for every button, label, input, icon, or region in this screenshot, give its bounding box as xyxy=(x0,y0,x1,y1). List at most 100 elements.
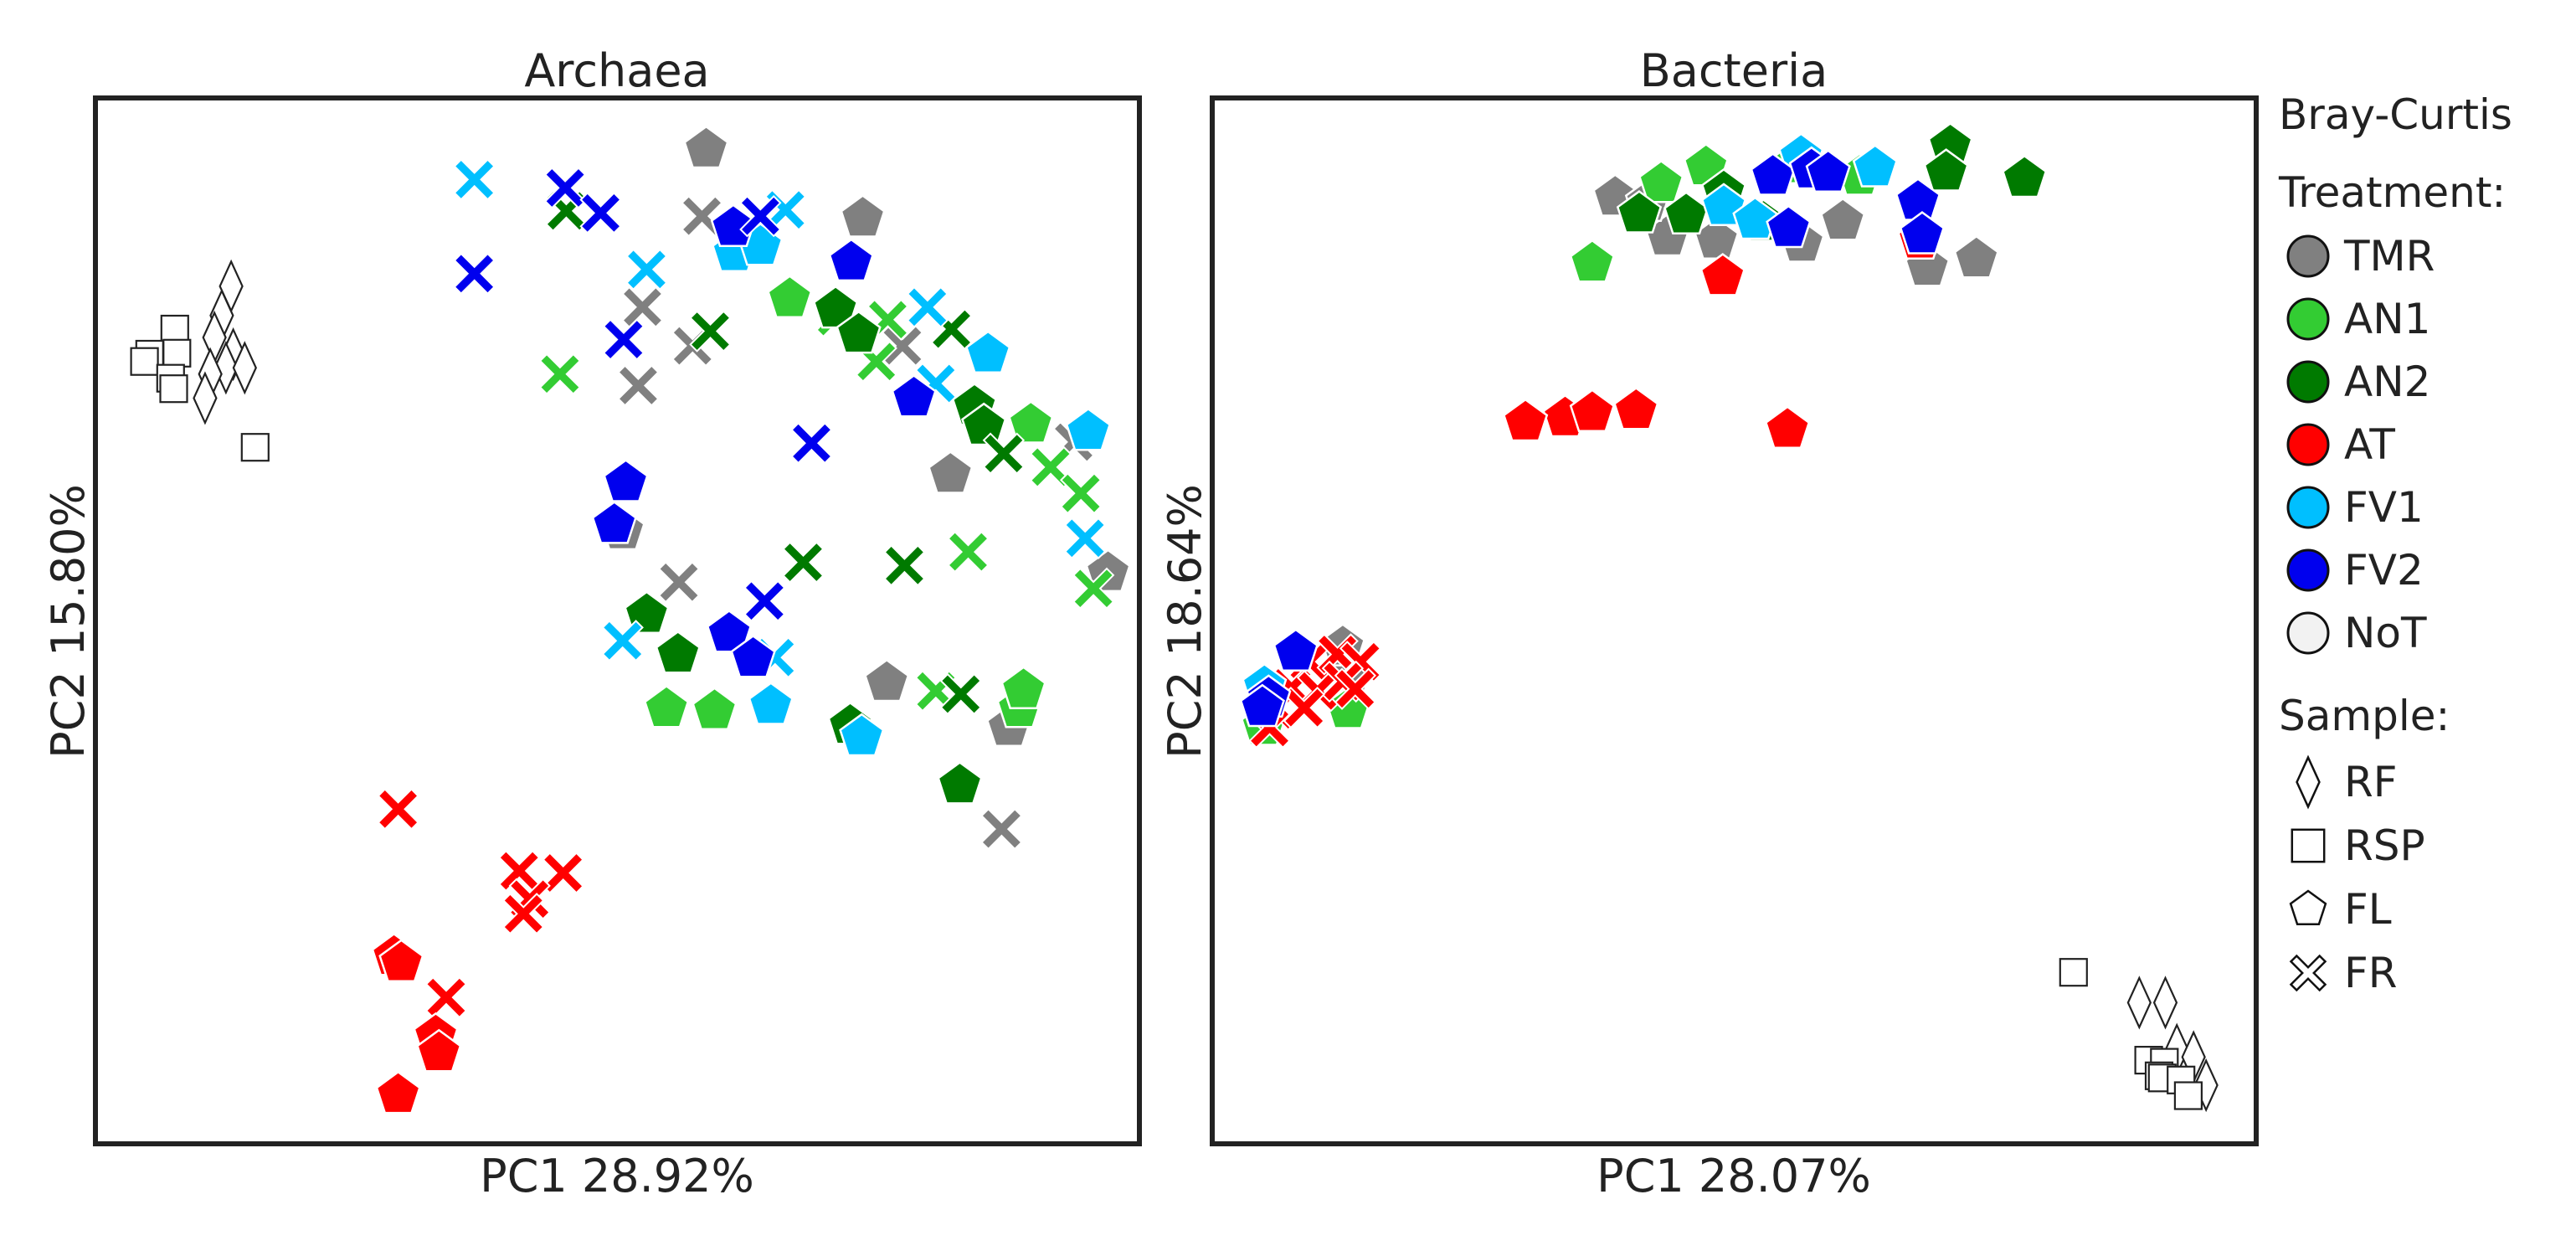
archaea-point-fv2-x xyxy=(453,252,496,296)
archaea-point-an1-x xyxy=(1029,445,1072,489)
bacteria-point-an2-pentagon xyxy=(1923,148,1969,192)
bacteria-point-not-square xyxy=(2173,1081,2203,1110)
bacteria-point-an2-pentagon xyxy=(1616,190,1663,234)
archaea-point-fv1-x xyxy=(906,286,949,329)
archaea-point-an1-x xyxy=(1059,471,1103,515)
archaea-point-tmr-x xyxy=(657,561,701,604)
legend-title: Bray-Curtis xyxy=(2279,90,2512,139)
legend-treatment-entries: TMR AN1 AN2 AT FV1 FV2 NoT xyxy=(2286,232,2435,657)
legend-label-an1: AN1 xyxy=(2344,295,2430,343)
archaea-point-fv1-x xyxy=(1063,517,1107,560)
archaea-point-at-x xyxy=(502,893,545,935)
legend-marker-not xyxy=(2286,611,2330,655)
bacteria-point-fv1-pentagon xyxy=(1732,196,1778,240)
archaea-point-an2-x xyxy=(782,541,825,584)
bacteria-point-at-pentagon xyxy=(1502,398,1549,442)
archaea-point-not-square xyxy=(130,347,159,376)
bacteria-point-fv2-pentagon xyxy=(1766,204,1812,249)
archaea-point-at-pentagon xyxy=(416,1028,462,1073)
bacteria-point-tmr-pentagon xyxy=(1820,197,1866,241)
archaea-point-tmr-x xyxy=(681,194,723,238)
archaea-point-fv2-x xyxy=(790,421,833,465)
legend-marker-fl xyxy=(2289,889,2327,926)
archaea-point-not-diamond xyxy=(193,371,218,425)
archaea-point-tmr-pentagon xyxy=(683,125,729,169)
archaea-point-an2-x xyxy=(883,544,926,587)
archaea-plot-frame xyxy=(93,95,1142,1146)
archaea-point-an2-pentagon xyxy=(655,630,701,674)
bacteria-point-fv2-pentagon xyxy=(1273,628,1319,672)
archaea-point-fv1-pentagon xyxy=(748,682,794,725)
archaea-point-tmr-x xyxy=(621,286,664,329)
legend-label-an2: AN2 xyxy=(2344,358,2430,406)
archaea-point-not-diamond xyxy=(213,341,239,395)
archaea-point-fv1-x xyxy=(625,248,668,291)
archaea-point-an1-x xyxy=(1072,567,1115,610)
archaea-point-fv1-pentagon xyxy=(839,713,885,757)
archaea-x-axis-label: PC1 28.92% xyxy=(480,1150,754,1202)
archaea-point-an1-pentagon xyxy=(1000,666,1046,710)
archaea-point-fv2-x xyxy=(543,167,587,209)
archaea-point-fv2-pentagon xyxy=(706,609,753,653)
archaea-point-an2-pentagon xyxy=(961,402,1007,446)
archaea-point-an2-x xyxy=(939,672,982,716)
archaea-point-not-diamond xyxy=(232,341,257,395)
archaea-point-fv2-pentagon xyxy=(828,238,874,282)
archaea-point-an2-x xyxy=(982,432,1026,475)
legend-treatment-header: Treatment: xyxy=(2278,168,2506,217)
archaea-point-fv2-pentagon xyxy=(591,501,637,544)
bacteria-point-tmr-pentagon xyxy=(1953,234,1999,279)
archaea-point-an2-pentagon xyxy=(937,761,983,805)
bacteria-point-at-x xyxy=(1283,686,1325,729)
archaea-point-an2-x xyxy=(689,310,732,353)
legend: Bray-Curtis Treatment: TMR AN1 AN2 AT FV1 FV2… xyxy=(2278,90,2512,997)
legend-marker-rf xyxy=(2296,754,2321,810)
bacteria-point-an1-pentagon xyxy=(1569,239,1616,283)
archaea-title: Archaea xyxy=(524,44,709,97)
legend-marker-tmr xyxy=(2286,234,2330,278)
legend-label-fl: FL xyxy=(2344,885,2392,934)
archaea-points xyxy=(130,125,1131,1115)
archaea-point-tmr-pentagon xyxy=(928,450,974,494)
archaea-point-at-x xyxy=(542,852,584,894)
archaea-point-fv2-x xyxy=(739,194,782,238)
legend-sample-header: Sample: xyxy=(2279,692,2450,740)
archaea-point-fv1-x xyxy=(601,620,644,662)
archaea-point-not-square xyxy=(162,338,192,368)
archaea-point-an1-pentagon xyxy=(643,684,690,728)
archaea-point-fv2-x xyxy=(743,579,786,622)
bacteria-point-fv2-pentagon xyxy=(1899,211,1946,255)
bacteria-point-fv2-pentagon xyxy=(1239,683,1285,728)
legend-marker-an1 xyxy=(2286,297,2330,341)
bacteria-y-axis-label: PC2 18.64% xyxy=(1159,484,1211,759)
legend-marker-fr xyxy=(2289,954,2327,992)
bacteria-point-not-square xyxy=(2059,958,2088,987)
bacteria-title: Bacteria xyxy=(1640,44,1828,97)
bacteria-point-fv2-pentagon xyxy=(1805,149,1851,193)
bacteria-point-not-diamond xyxy=(2152,976,2178,1030)
legend-label-not: NoT xyxy=(2344,609,2427,657)
legend-marker-fv1 xyxy=(2286,486,2330,529)
legend-label-fr: FR xyxy=(2344,949,2398,997)
archaea-point-fv1-x xyxy=(453,158,496,201)
archaea-point-not-square xyxy=(160,314,189,344)
bacteria-points xyxy=(1239,121,2219,1113)
bacteria-point-at-x xyxy=(1334,667,1377,710)
archaea-point-an2-pentagon xyxy=(836,310,882,354)
archaea-point-at-x xyxy=(424,976,468,1019)
legend-marker-at xyxy=(2286,423,2330,466)
archaea-point-not-square xyxy=(159,374,188,404)
bacteria-point-fv1-pentagon xyxy=(1852,144,1898,188)
bacteria-point-not-diamond xyxy=(2126,976,2152,1030)
archaea-point-tmr-x xyxy=(617,364,660,407)
legend-label-rf: RF xyxy=(2344,758,2398,806)
legend-label-fv1: FV1 xyxy=(2344,483,2424,532)
legend-label-tmr: TMR xyxy=(2343,232,2435,281)
archaea-point-at-pentagon xyxy=(375,1070,421,1115)
bacteria-point-at-pentagon xyxy=(1569,389,1616,433)
archaea-point-fv2-x xyxy=(602,318,645,361)
archaea-point-fv1-pentagon xyxy=(1065,407,1112,451)
archaea-y-axis-label: PC2 15.80% xyxy=(42,484,95,759)
bacteria-point-at-pentagon xyxy=(1764,405,1811,450)
